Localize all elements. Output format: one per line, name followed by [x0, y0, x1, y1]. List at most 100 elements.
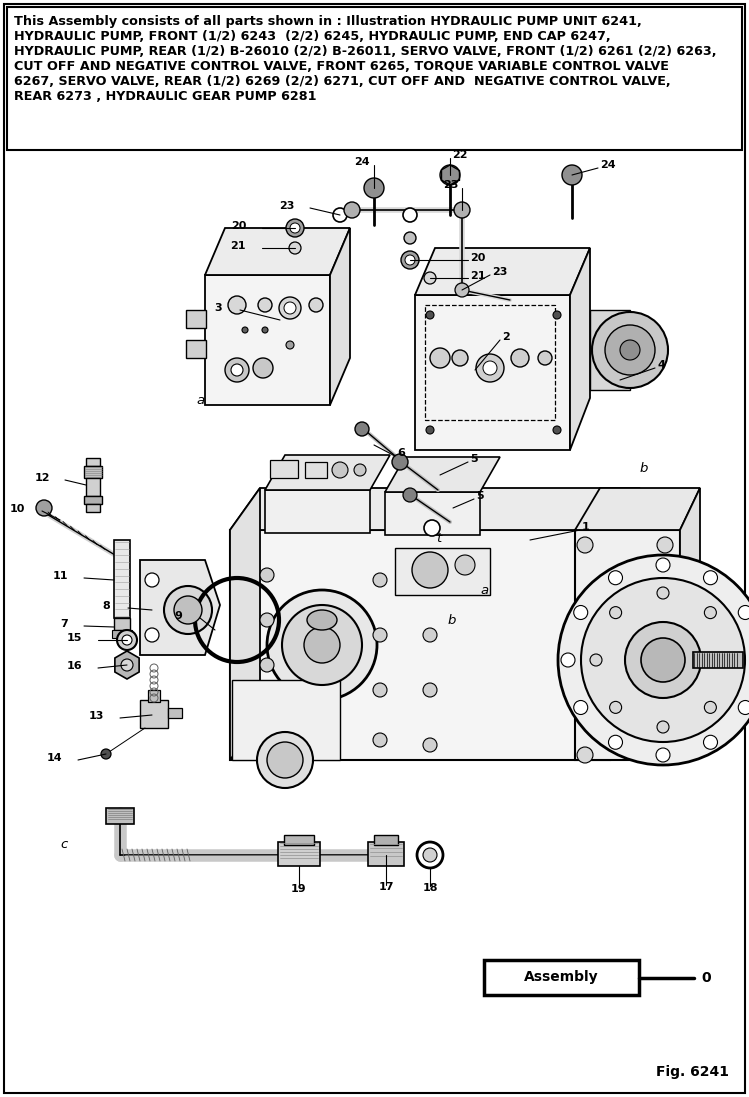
Circle shape: [258, 298, 272, 312]
Circle shape: [430, 348, 450, 367]
Circle shape: [426, 426, 434, 434]
Polygon shape: [140, 559, 220, 655]
Ellipse shape: [307, 610, 337, 630]
Circle shape: [373, 683, 387, 697]
Polygon shape: [590, 310, 630, 391]
Bar: [106, 808, 134, 824]
Bar: [86, 504, 100, 512]
Circle shape: [257, 732, 313, 788]
Circle shape: [657, 538, 673, 553]
Circle shape: [164, 586, 212, 634]
Circle shape: [354, 464, 366, 476]
Circle shape: [625, 622, 701, 698]
Circle shape: [228, 296, 246, 314]
Circle shape: [145, 627, 159, 642]
Polygon shape: [265, 455, 390, 490]
Circle shape: [225, 358, 249, 382]
Circle shape: [392, 454, 408, 470]
Circle shape: [562, 165, 582, 185]
Circle shape: [253, 358, 273, 378]
Circle shape: [174, 596, 202, 624]
Circle shape: [656, 558, 670, 572]
Circle shape: [423, 738, 437, 753]
Bar: [148, 690, 160, 702]
Text: 20: 20: [470, 253, 485, 263]
Bar: [186, 340, 206, 358]
Text: b: b: [448, 613, 456, 626]
Circle shape: [121, 659, 133, 671]
Polygon shape: [415, 248, 590, 295]
Circle shape: [608, 735, 622, 749]
Circle shape: [304, 627, 340, 663]
Circle shape: [610, 701, 622, 713]
Circle shape: [641, 638, 685, 682]
Circle shape: [423, 848, 437, 862]
Circle shape: [417, 842, 443, 868]
Text: 21: 21: [231, 241, 246, 251]
Circle shape: [267, 590, 377, 700]
Circle shape: [553, 312, 561, 319]
Polygon shape: [385, 457, 500, 491]
Polygon shape: [385, 491, 480, 535]
Circle shape: [279, 297, 301, 319]
Circle shape: [424, 520, 440, 536]
Circle shape: [476, 354, 504, 382]
Circle shape: [511, 349, 529, 367]
Bar: [86, 478, 100, 496]
Circle shape: [286, 219, 304, 237]
Circle shape: [412, 552, 448, 588]
Text: 21: 21: [470, 271, 485, 281]
Circle shape: [620, 340, 640, 360]
Text: a: a: [196, 394, 204, 407]
Circle shape: [423, 627, 437, 642]
Text: 11: 11: [52, 572, 68, 581]
Circle shape: [739, 606, 749, 620]
Circle shape: [333, 208, 347, 222]
Text: 7: 7: [60, 619, 68, 629]
Circle shape: [290, 223, 300, 233]
Text: 16: 16: [67, 661, 82, 671]
Circle shape: [577, 538, 593, 553]
Circle shape: [403, 488, 417, 502]
Bar: [278, 842, 320, 866]
Bar: [168, 708, 182, 719]
Circle shape: [260, 658, 274, 672]
Circle shape: [364, 178, 384, 197]
Bar: [425, 305, 555, 420]
Text: t: t: [436, 532, 441, 544]
Circle shape: [423, 683, 437, 697]
Bar: [84, 496, 102, 504]
Text: Fig. 6241: Fig. 6241: [656, 1065, 729, 1079]
Circle shape: [704, 701, 716, 713]
Circle shape: [739, 701, 749, 714]
Polygon shape: [115, 651, 139, 679]
Bar: [7, 7, 742, 150]
Circle shape: [267, 742, 303, 778]
Circle shape: [355, 422, 369, 436]
Bar: [305, 462, 327, 478]
Polygon shape: [230, 488, 640, 530]
Circle shape: [401, 251, 419, 269]
Bar: [112, 630, 132, 638]
Circle shape: [231, 364, 243, 376]
Circle shape: [553, 426, 561, 434]
Polygon shape: [330, 228, 350, 405]
Bar: [114, 540, 130, 618]
Circle shape: [289, 242, 301, 255]
Polygon shape: [415, 295, 570, 450]
Bar: [374, 835, 398, 845]
Circle shape: [703, 735, 718, 749]
Polygon shape: [232, 680, 340, 760]
Text: 5: 5: [470, 454, 478, 464]
Bar: [140, 700, 168, 728]
Circle shape: [373, 627, 387, 642]
Circle shape: [373, 733, 387, 747]
Text: 5: 5: [476, 491, 484, 501]
Circle shape: [122, 635, 132, 645]
Text: 10: 10: [10, 504, 25, 514]
Circle shape: [704, 607, 716, 619]
Circle shape: [344, 202, 360, 218]
Bar: [284, 835, 314, 845]
Polygon shape: [575, 488, 700, 530]
Circle shape: [454, 202, 470, 218]
